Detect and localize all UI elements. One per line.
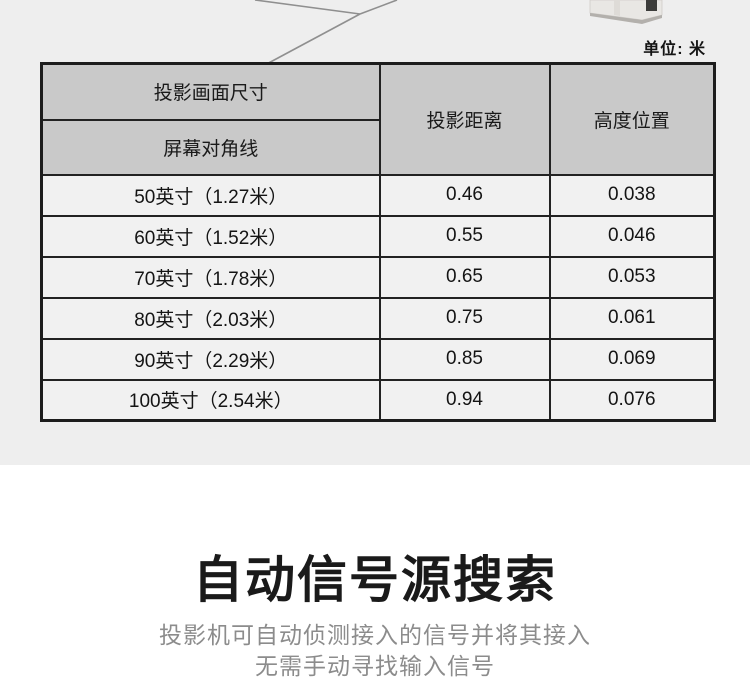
feature-section: 自动信号源搜索 投影机可自动侦测接入的信号并将其接入 无需手动寻找输入信号 [0, 465, 750, 698]
cell-size: 80英寸（2.03米） [40, 296, 381, 340]
table-row: 80英寸（2.03米） 0.75 0.061 [40, 296, 716, 340]
cell-height: 0.069 [548, 337, 716, 381]
cell-height: 0.038 [548, 173, 716, 217]
unit-label: 单位: 米 [643, 41, 706, 58]
table-row: 70英寸（1.78米） 0.65 0.053 [40, 255, 716, 299]
table-row: 50英寸（1.27米） 0.46 0.038 [40, 173, 716, 217]
cell-height: 0.061 [548, 296, 716, 340]
cell-size: 50英寸（1.27米） [40, 173, 381, 217]
cell-distance: 0.46 [378, 173, 551, 217]
feature-title: 自动信号源搜索 [193, 552, 557, 608]
cell-distance: 0.75 [378, 296, 551, 340]
cell-distance: 0.85 [378, 337, 551, 381]
projection-diagram-lines [254, 0, 663, 67]
cell-distance: 0.94 [378, 378, 551, 422]
header-height-position: 高度位置 [548, 62, 716, 176]
feature-description-line1: 投影机可自动侦测接入的信号并将其接入 [159, 622, 591, 648]
cell-distance: 0.55 [378, 214, 551, 258]
header-screen-diagonal: 屏幕对角线 [40, 118, 381, 176]
header-screen-size: 投影画面尺寸 [40, 62, 381, 121]
feature-description: 投影机可自动侦测接入的信号并将其接入 无需手动寻找输入信号 [0, 620, 750, 682]
cell-distance: 0.65 [378, 255, 551, 299]
table-row: 60英寸（1.52米） 0.55 0.046 [40, 214, 716, 258]
cell-height: 0.076 [548, 378, 716, 422]
table-row: 90英寸（2.29米） 0.85 0.069 [40, 337, 716, 381]
cell-size: 60英寸（1.52米） [40, 214, 381, 258]
header-projection-distance: 投影距离 [378, 62, 551, 176]
cell-height: 0.053 [548, 255, 716, 299]
spec-section: 单位: 米 投影画面尺寸 投影距离 高度位置 屏幕对角线 50英寸（1.27米）… [0, 0, 750, 465]
cell-size: 90英寸（2.29米） [40, 337, 381, 381]
projection-spec-table: 投影画面尺寸 投影距离 高度位置 屏幕对角线 50英寸（1.27米） 0.46 … [40, 62, 716, 422]
table-header-row-1: 投影画面尺寸 投影距离 高度位置 [40, 62, 716, 176]
cell-size: 100英寸（2.54米） [40, 378, 381, 422]
feature-description-line2: 无需手动寻找输入信号 [255, 653, 495, 679]
cell-height: 0.046 [548, 214, 716, 258]
cell-size: 70英寸（1.78米） [40, 255, 381, 299]
projector-image [589, 0, 663, 24]
table-row: 100英寸（2.54米） 0.94 0.076 [40, 378, 716, 422]
table-header-row-2: 屏幕对角线 [40, 118, 715, 176]
